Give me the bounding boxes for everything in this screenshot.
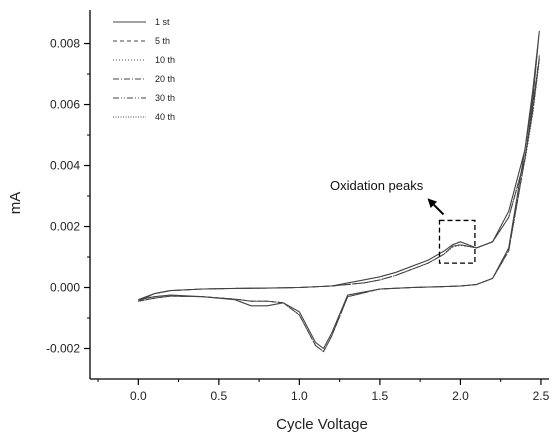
legend-entry: 10 th — [155, 55, 175, 65]
legend-entry: 30 th — [155, 93, 175, 103]
x-tick-label: 2.5 — [533, 389, 550, 403]
x-axis-label: Cycle Voltage — [276, 416, 368, 433]
annotation-arrowhead — [427, 198, 438, 208]
series-line-5 — [138, 55, 540, 353]
y-tick-label: 0.004 — [50, 159, 80, 173]
axes: 0.0 0.5 1.0 1.5 2.0 2.5 -0.002 0.000 0.002 0.004… — [46, 10, 550, 403]
y-tick-label: 0.008 — [50, 37, 80, 51]
y-tick-label: 0.000 — [50, 281, 80, 295]
annotation-label: Oxidation peaks — [330, 178, 424, 193]
annotation: Oxidation peaks — [330, 178, 476, 264]
y-tick-label: 0.006 — [50, 98, 80, 112]
legend-entry: 20 th — [155, 74, 175, 84]
y-ticks: -0.002 0.000 0.002 0.004 0.006 0.008 — [46, 37, 90, 356]
x-tick-label: 0.5 — [210, 389, 227, 403]
y-axis-label: mA — [7, 192, 24, 215]
oxidation-peak-box — [438, 219, 476, 264]
series-line-2 — [138, 58, 540, 353]
x-tick-label: 1.5 — [372, 389, 389, 403]
series-line-3 — [138, 61, 540, 353]
x-tick-label: 2.0 — [452, 389, 469, 403]
series-line-6 — [138, 58, 540, 353]
legend: 1 st 5 th 10 th 20 th 30 th 40 th — [113, 17, 175, 122]
series-line-4 — [138, 58, 540, 353]
x-tick-label: 0.0 — [130, 389, 147, 403]
x-ticks: 0.0 0.5 1.0 1.5 2.0 2.5 — [97, 379, 550, 403]
x-tick-label: 1.0 — [291, 389, 308, 403]
series-layer — [138, 30, 540, 353]
legend-entry: 1 st — [155, 17, 170, 27]
series-line-1 — [138, 30, 540, 350]
y-tick-label: 0.002 — [50, 220, 80, 234]
legend-entry: 5 th — [155, 36, 170, 46]
legend-entry: 40 th — [155, 112, 175, 122]
y-tick-label: -0.002 — [46, 342, 80, 356]
